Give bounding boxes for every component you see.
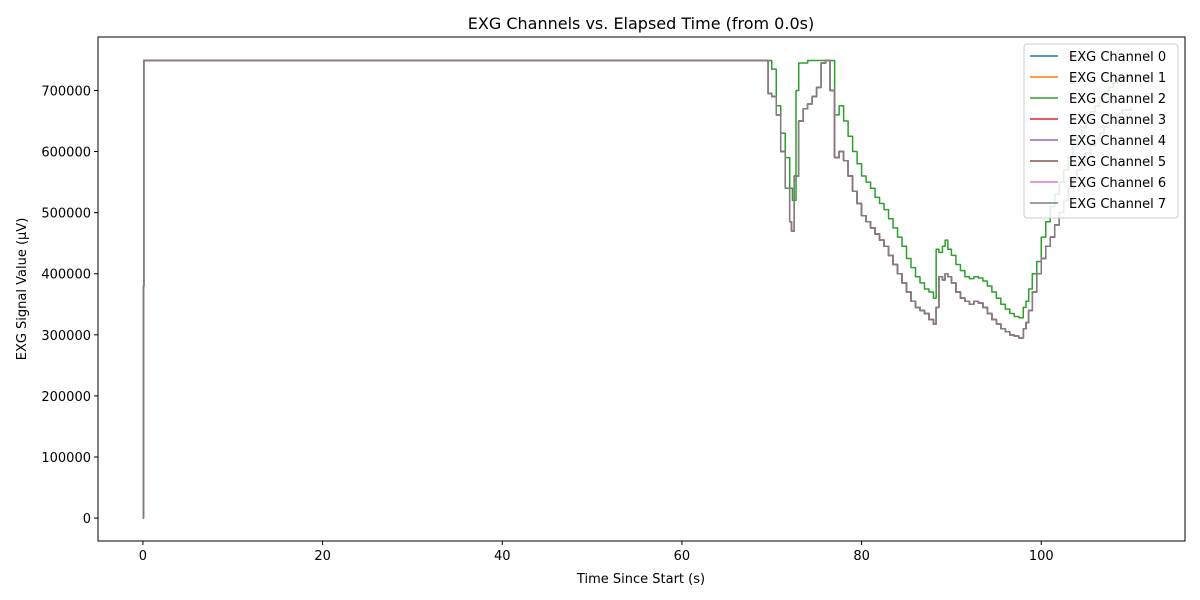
y-axis-title: EXG Signal Value (µV) [15, 218, 30, 361]
plot-lines [142, 59, 1132, 519]
plot-frame [97, 36, 1186, 542]
x-tick-label: 100 [1029, 549, 1054, 564]
x-axis: 0 20 40 60 80 100 [139, 541, 1054, 564]
legend-label: EXG Channel 5 [1069, 155, 1166, 170]
legend-label: EXG Channel 7 [1069, 197, 1166, 212]
y-tick-label: 700000 [41, 84, 91, 99]
y-tick-label: 500000 [41, 207, 91, 222]
legend-label: EXG Channel 1 [1069, 71, 1166, 86]
legend: EXG Channel 0 EXG Channel 1 EXG Channel 2 E… [1023, 43, 1179, 219]
legend-label: EXG Channel 6 [1069, 176, 1166, 191]
y-tick-label: 100000 [41, 451, 91, 466]
legend-label: EXG Channel 4 [1069, 134, 1166, 149]
y-tick-label: 200000 [41, 390, 91, 405]
legend-label: EXG Channel 0 [1069, 50, 1166, 65]
legend-label: EXG Channel 3 [1069, 113, 1166, 128]
legend-box [1023, 43, 1179, 219]
x-tick-label: 80 [853, 549, 870, 564]
y-tick-label: 300000 [41, 329, 91, 344]
chart-title: EXG Channels vs. Elapsed Time (from 0.0s… [468, 14, 814, 33]
x-tick-label: 0 [139, 549, 147, 564]
y-axis: 0 100000 200000 300000 400000 500000 600000 700… [41, 84, 98, 527]
x-tick-label: 20 [314, 549, 331, 564]
y-tick-label: 400000 [41, 268, 91, 283]
x-tick-label: 60 [674, 549, 691, 564]
x-axis-title: Time Since Start (s) [576, 572, 705, 587]
legend-label: EXG Channel 2 [1069, 92, 1166, 107]
y-tick-label: 0 [83, 512, 91, 527]
y-tick-label: 600000 [41, 146, 91, 161]
x-tick-label: 40 [494, 549, 511, 564]
